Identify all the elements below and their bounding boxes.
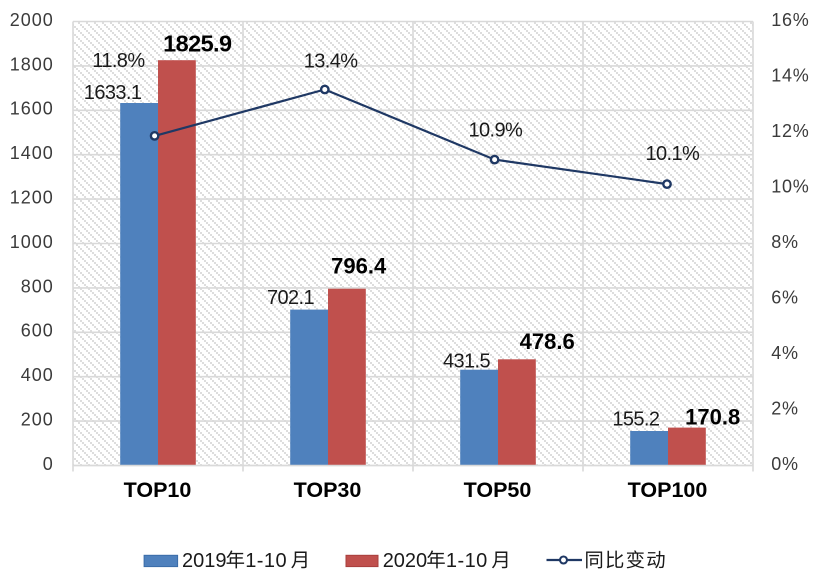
- svg-text:1200: 1200: [10, 188, 54, 208]
- svg-text:TOP30: TOP30: [294, 478, 362, 502]
- svg-text:702.1: 702.1: [267, 287, 315, 309]
- svg-text:155.2: 155.2: [612, 408, 660, 430]
- svg-text:10.1%: 10.1%: [645, 143, 700, 165]
- svg-text:6%: 6%: [771, 287, 798, 307]
- svg-text:10%: 10%: [771, 176, 809, 196]
- svg-text:0: 0: [43, 454, 54, 474]
- svg-text:1600: 1600: [10, 99, 54, 119]
- svg-text:1400: 1400: [10, 143, 54, 163]
- svg-text:TOP50: TOP50: [464, 478, 532, 502]
- svg-text:14%: 14%: [771, 65, 809, 85]
- svg-text:12%: 12%: [771, 121, 809, 141]
- svg-text:796.4: 796.4: [331, 254, 387, 279]
- svg-text:1-10: 1-10: [446, 550, 488, 572]
- svg-text:1000: 1000: [10, 232, 54, 252]
- svg-text:2019: 2019: [182, 550, 227, 572]
- svg-text:TOP10: TOP10: [124, 478, 192, 502]
- svg-text:170.8: 170.8: [685, 405, 740, 430]
- svg-text:1800: 1800: [10, 54, 54, 74]
- svg-text:2020: 2020: [383, 550, 428, 572]
- svg-text:1825.9: 1825.9: [163, 31, 232, 57]
- svg-text:400: 400: [21, 365, 54, 385]
- svg-text:1-10: 1-10: [245, 550, 287, 572]
- svg-text:600: 600: [21, 321, 54, 341]
- svg-text:1633.1: 1633.1: [84, 82, 142, 104]
- svg-text:2%: 2%: [771, 398, 798, 418]
- svg-text:10.9%: 10.9%: [468, 120, 523, 142]
- svg-text:431.5: 431.5: [443, 351, 491, 373]
- svg-text:11.8%: 11.8%: [92, 50, 145, 72]
- svg-text:8%: 8%: [771, 232, 798, 252]
- svg-text:13.4%: 13.4%: [304, 50, 359, 72]
- svg-text:2000: 2000: [10, 10, 54, 30]
- svg-text:200: 200: [21, 410, 54, 430]
- svg-text:16%: 16%: [771, 10, 809, 30]
- svg-text:TOP100: TOP100: [628, 478, 708, 502]
- svg-text:800: 800: [21, 276, 54, 296]
- svg-text:478.6: 478.6: [520, 329, 575, 354]
- svg-text:0%: 0%: [771, 454, 798, 474]
- svg-text:4%: 4%: [771, 343, 798, 363]
